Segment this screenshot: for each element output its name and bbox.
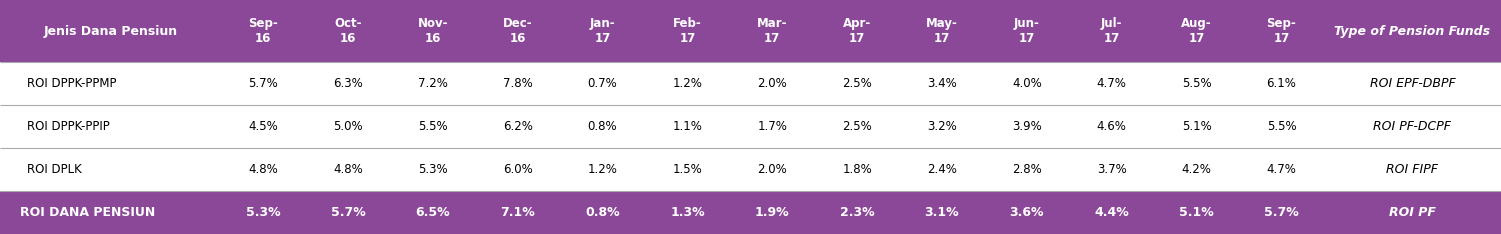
Text: 5.3%: 5.3% (417, 163, 447, 176)
Bar (0, 191, 1501, 234)
Text: ROI EPF-DBPF: ROI EPF-DBPF (1369, 77, 1456, 90)
Text: 1.2%: 1.2% (672, 77, 702, 90)
Text: 6.1%: 6.1% (1267, 77, 1297, 90)
Text: 5.1%: 5.1% (1180, 206, 1214, 219)
Text: 5.5%: 5.5% (1267, 120, 1297, 133)
Text: 0.7%: 0.7% (588, 77, 617, 90)
Text: 5.7%: 5.7% (248, 77, 278, 90)
Text: 5.7%: 5.7% (1264, 206, 1298, 219)
Text: Jenis Dana Pensiun: Jenis Dana Pensiun (44, 25, 177, 37)
Text: 0.8%: 0.8% (588, 120, 617, 133)
Text: 1.9%: 1.9% (755, 206, 790, 219)
Text: ROI FIPF: ROI FIPF (1387, 163, 1438, 176)
Text: 3.9%: 3.9% (1012, 120, 1042, 133)
Text: 6.3%: 6.3% (333, 77, 363, 90)
Text: Dec-
16: Dec- 16 (503, 17, 533, 45)
Text: Apr-
17: Apr- 17 (844, 17, 871, 45)
Text: 3.7%: 3.7% (1097, 163, 1127, 176)
Text: Nov-
16: Nov- 16 (417, 17, 449, 45)
Text: 7.1%: 7.1% (500, 206, 534, 219)
Text: Oct-
16: Oct- 16 (335, 17, 362, 45)
Text: 7.2%: 7.2% (417, 77, 447, 90)
Text: 4.7%: 4.7% (1097, 77, 1127, 90)
Text: 4.0%: 4.0% (1012, 77, 1042, 90)
Text: 2.0%: 2.0% (758, 163, 787, 176)
Text: Mar-
17: Mar- 17 (757, 17, 788, 45)
Text: 3.4%: 3.4% (928, 77, 956, 90)
Text: May-
17: May- 17 (926, 17, 958, 45)
Text: Sep-
17: Sep- 17 (1267, 17, 1297, 45)
Text: 4.2%: 4.2% (1181, 163, 1211, 176)
Text: 4.5%: 4.5% (248, 120, 278, 133)
Bar (0, 0, 1501, 62)
Text: 7.8%: 7.8% (503, 77, 533, 90)
Text: Feb-
17: Feb- 17 (672, 17, 702, 45)
Text: 2.3%: 2.3% (841, 206, 875, 219)
Text: 3.6%: 3.6% (1010, 206, 1045, 219)
Text: Jan-
17: Jan- 17 (590, 17, 615, 45)
Text: Aug-
17: Aug- 17 (1181, 17, 1211, 45)
Text: 4.4%: 4.4% (1094, 206, 1129, 219)
Text: ROI DANA PENSIUN: ROI DANA PENSIUN (20, 206, 155, 219)
Text: 2.5%: 2.5% (842, 77, 872, 90)
Text: 5.5%: 5.5% (1181, 77, 1211, 90)
Text: 2.5%: 2.5% (842, 120, 872, 133)
Text: ROI DPLK: ROI DPLK (27, 163, 81, 176)
Text: ROI PF-DCPF: ROI PF-DCPF (1373, 120, 1451, 133)
Text: 6.2%: 6.2% (503, 120, 533, 133)
Text: 3.2%: 3.2% (928, 120, 956, 133)
Text: 6.0%: 6.0% (503, 163, 533, 176)
Text: 1.1%: 1.1% (672, 120, 702, 133)
Text: 5.3%: 5.3% (246, 206, 281, 219)
Text: Jun-
17: Jun- 17 (1013, 17, 1040, 45)
Text: Sep-
16: Sep- 16 (248, 17, 278, 45)
Text: 5.0%: 5.0% (333, 120, 363, 133)
Text: 6.5%: 6.5% (416, 206, 450, 219)
Text: Type of Pension Funds: Type of Pension Funds (1334, 25, 1490, 37)
Bar (0, 62, 1501, 105)
Text: 5.7%: 5.7% (330, 206, 365, 219)
Text: 0.8%: 0.8% (585, 206, 620, 219)
Text: 4.8%: 4.8% (333, 163, 363, 176)
Text: 1.2%: 1.2% (587, 163, 617, 176)
Text: ROI PF: ROI PF (1388, 206, 1436, 219)
Text: 5.1%: 5.1% (1181, 120, 1211, 133)
Text: 1.5%: 1.5% (672, 163, 702, 176)
Text: 2.0%: 2.0% (758, 77, 787, 90)
Text: 4.6%: 4.6% (1097, 120, 1127, 133)
Text: 1.7%: 1.7% (758, 120, 787, 133)
Bar (0, 105, 1501, 148)
Text: 4.7%: 4.7% (1267, 163, 1297, 176)
Text: 1.3%: 1.3% (669, 206, 704, 219)
Text: 4.8%: 4.8% (248, 163, 278, 176)
Text: ROI DPPK-PPMP: ROI DPPK-PPMP (27, 77, 117, 90)
Text: ROI DPPK-PPIP: ROI DPPK-PPIP (27, 120, 110, 133)
Text: 3.1%: 3.1% (925, 206, 959, 219)
Text: 2.4%: 2.4% (928, 163, 958, 176)
Bar (0, 148, 1501, 191)
Text: 2.8%: 2.8% (1012, 163, 1042, 176)
Text: 5.5%: 5.5% (417, 120, 447, 133)
Text: 1.8%: 1.8% (842, 163, 872, 176)
Text: Jul-
17: Jul- 17 (1100, 17, 1123, 45)
